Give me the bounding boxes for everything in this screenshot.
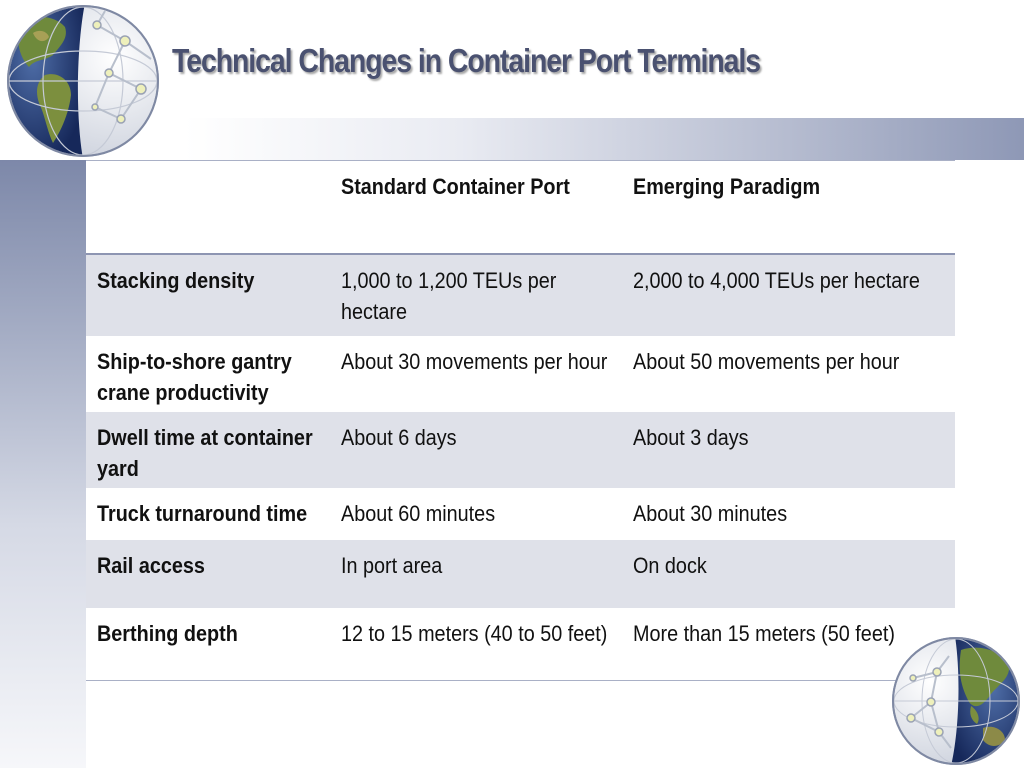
header-band bbox=[0, 118, 1024, 160]
row-label: Truck turnaround time bbox=[97, 501, 308, 526]
row-label: Berthing depth bbox=[86, 608, 330, 681]
cell-emerging: About 30 minutes bbox=[633, 501, 788, 526]
table-header-row: Standard Container Port Emerging Paradig… bbox=[86, 160, 955, 255]
cell-standard: About 60 minutes bbox=[341, 501, 496, 526]
cell-emerging: More than 15 meters (50 feet) bbox=[622, 608, 955, 681]
globe-network-icon bbox=[7, 5, 159, 157]
row-label: Ship-to-shore gantry crane productivity bbox=[97, 349, 292, 405]
globe-network-icon bbox=[892, 637, 1020, 765]
cell-emerging: On dock bbox=[622, 540, 955, 608]
cell-standard: 1,000 to 1,200 TEUs per hectare bbox=[330, 254, 622, 336]
row-label: Rail access bbox=[86, 540, 330, 608]
table-row: Rail access In port area On dock bbox=[86, 540, 955, 608]
table-row: Berthing depth 12 to 15 meters (40 to 50… bbox=[86, 608, 955, 681]
cell-standard: In port area bbox=[330, 540, 622, 608]
cell-emerging: 2,000 to 4,000 TEUs per hectare bbox=[622, 254, 955, 336]
cell-standard: About 6 days bbox=[330, 412, 622, 488]
row-label: Stacking density bbox=[86, 254, 330, 336]
comparison-table: Standard Container Port Emerging Paradig… bbox=[86, 160, 955, 681]
header-emerging-paradigm: Emerging Paradigm bbox=[622, 160, 955, 255]
cell-standard: About 30 movements per hour bbox=[341, 349, 608, 374]
table-row: Dwell time at container yard About 6 day… bbox=[86, 412, 955, 488]
header-standard-container-port: Standard Container Port bbox=[330, 160, 622, 255]
table-row: Stacking density 1,000 to 1,200 TEUs per… bbox=[86, 254, 955, 336]
cell-emerging: About 50 movements per hour bbox=[633, 349, 900, 374]
row-label: Dwell time at container yard bbox=[86, 412, 330, 488]
table-row: Ship-to-shore gantry crane productivity … bbox=[86, 336, 955, 412]
slide-title: Technical Changes in Container Port Term… bbox=[172, 42, 761, 79]
table-row: Truck turnaround time About 60 minutes A… bbox=[86, 488, 955, 540]
header-empty bbox=[86, 160, 330, 255]
cell-standard: 12 to 15 meters (40 to 50 feet) bbox=[330, 608, 622, 681]
cell-emerging: About 3 days bbox=[622, 412, 955, 488]
left-gradient-strip bbox=[0, 160, 86, 768]
